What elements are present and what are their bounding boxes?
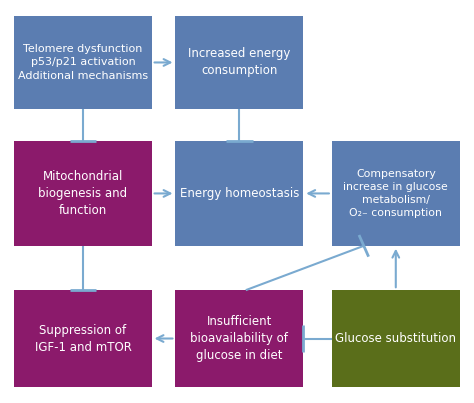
Text: Compensatory
increase in glucose
metabolism/
O₂₋ consumption: Compensatory increase in glucose metabol… xyxy=(344,168,448,218)
FancyBboxPatch shape xyxy=(14,16,152,109)
FancyBboxPatch shape xyxy=(332,290,460,387)
Text: Glucose substitution: Glucose substitution xyxy=(335,332,456,345)
FancyBboxPatch shape xyxy=(14,141,152,246)
FancyBboxPatch shape xyxy=(175,16,303,109)
Text: Energy homeostasis: Energy homeostasis xyxy=(180,187,299,200)
Text: Telomere dysfunction
p53/p21 activation
Additional mechanisms: Telomere dysfunction p53/p21 activation … xyxy=(18,44,148,81)
FancyBboxPatch shape xyxy=(14,290,152,387)
FancyBboxPatch shape xyxy=(175,141,303,246)
FancyBboxPatch shape xyxy=(332,141,460,246)
FancyBboxPatch shape xyxy=(175,290,303,387)
Text: Suppression of
IGF-1 and mTOR: Suppression of IGF-1 and mTOR xyxy=(35,324,131,353)
Text: Insufficient
bioavailability of
glucose in diet: Insufficient bioavailability of glucose … xyxy=(191,315,288,362)
Text: Mitochondrial
biogenesis and
function: Mitochondrial biogenesis and function xyxy=(38,170,128,217)
Text: Increased energy
consumption: Increased energy consumption xyxy=(188,48,291,77)
